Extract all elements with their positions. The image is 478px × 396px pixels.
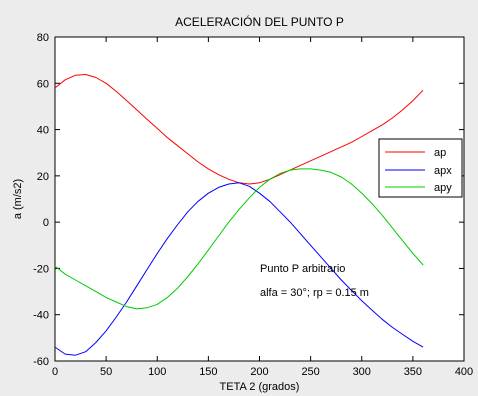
series-line-apy (54, 168, 424, 310)
x-tick-label: 200 (250, 366, 268, 378)
legend-label-apx: apx (434, 165, 452, 177)
annotation-params: alfa = 30°; rp = 0.15 m (260, 287, 369, 299)
x-tick-label: 150 (199, 366, 217, 378)
legend: ap apx apy (378, 138, 463, 198)
y-tick-label: 0 (43, 217, 49, 229)
x-axis-label: TETA 2 (grados) (220, 381, 300, 393)
series-line-apx (54, 182, 424, 356)
y-tick-label: -60 (33, 356, 49, 368)
y-tick-label: -20 (33, 263, 49, 275)
x-tick-label: 300 (353, 366, 371, 378)
x-tick-label: 100 (148, 366, 166, 378)
chart-title: ACELERACIÓN DEL PUNTO P (175, 14, 344, 29)
legend-label-apy: apy (434, 182, 452, 194)
x-tick-label: 350 (404, 366, 422, 378)
x-tick-label: 0 (52, 366, 58, 378)
y-tick-label: 20 (37, 171, 49, 183)
annotation-point: Punto P arbitrario (260, 263, 345, 275)
axis-ticks: 0 50 100 150 200 250 300 350 400 -60 -40 -20 0 20 40 60… (33, 32, 473, 378)
y-tick-label: 80 (37, 32, 49, 44)
y-tick-label: 40 (37, 125, 49, 137)
legend-label-ap: ap (434, 147, 446, 159)
x-tick-label: 400 (455, 366, 473, 378)
series-lines (54, 74, 424, 356)
y-axis-label: a (m/s2) (12, 179, 24, 219)
y-tick-label: -40 (33, 310, 49, 322)
x-tick-label: 50 (100, 366, 112, 378)
plot-area (54, 36, 465, 362)
y-tick-label: 60 (37, 78, 49, 90)
x-tick-label: 250 (301, 366, 319, 378)
